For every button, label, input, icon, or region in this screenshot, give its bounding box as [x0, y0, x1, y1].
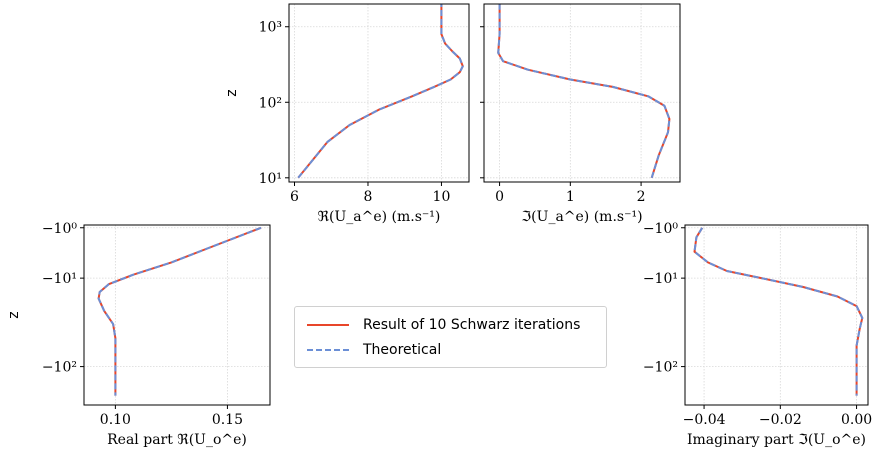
y-tick-label: −10¹: [42, 271, 77, 287]
x-axis-label: ℑ(U_a^e) (m.s⁻¹): [521, 209, 642, 225]
y-tick-label: −10⁰: [643, 221, 679, 237]
plot-frame: [288, 3, 470, 183]
result-series-line: [497, 4, 671, 179]
theoretical-series-line: [297, 4, 464, 179]
y-axis-label: z: [6, 311, 22, 318]
x-tick-label: 0.15: [212, 412, 243, 428]
x-tick-label: −0.04: [683, 412, 726, 428]
result-series-line: [97, 226, 262, 396]
x-tick-label: 10: [433, 189, 451, 205]
y-tick-label: −10²: [643, 360, 678, 376]
y-tick-label: 10¹: [259, 171, 282, 187]
x-axis-label: Imaginary part ℑ(U_o^e): [687, 432, 866, 448]
panel-3: 0.10 0.15 −10⁰ −10¹ −10² Real part ℜ(U_o^e) z: [6, 221, 271, 448]
x-tick-label: −0.02: [759, 412, 802, 428]
y-tick-label: −10¹: [643, 271, 678, 287]
y-tick-label: −10²: [42, 360, 77, 376]
panel-1: 6 8 10 10¹ 10² 10³ ℜ(U_a^e) (m.s⁻¹) z: [224, 3, 470, 225]
x-axis-label: ℜ(U_a^e) (m.s⁻¹): [318, 209, 441, 225]
plot-frame: [83, 224, 271, 406]
legend-label-result: Result of 10 Schwarz iterations: [363, 317, 581, 333]
panel-2: 0 1 2 ℑ(U_a^e) (m.s⁻¹): [480, 3, 681, 225]
y-tick-label: 10³: [259, 20, 282, 36]
x-tick-label: 0.00: [841, 412, 872, 428]
legend-label-theoretical: Theoretical: [363, 342, 442, 358]
legend-item-theoretical: Theoretical: [307, 340, 441, 360]
y-tick-label: −10⁰: [42, 221, 78, 237]
x-tick-label: 6: [290, 189, 299, 205]
x-tick-label: 2: [637, 189, 646, 205]
x-tick-label: 0: [495, 189, 504, 205]
result-series-line: [693, 227, 864, 396]
panel-4: −0.04 −0.02 0.00 −10⁰ −10¹ −10² Imaginary part…: [643, 221, 872, 448]
legend-item-result: Result of 10 Schwarz iterations: [307, 315, 580, 335]
legend-line-theoretical: [307, 349, 349, 351]
result-series-line: [297, 4, 464, 179]
x-tick-label: 8: [364, 189, 373, 205]
theoretical-series-line: [693, 227, 864, 396]
x-tick-label: 1: [566, 189, 575, 205]
y-tick-label: 10²: [259, 95, 282, 111]
plot-frame: [483, 3, 681, 183]
legend-line-result: [307, 324, 349, 326]
legend: Result of 10 Schwarz iterations Theoreti…: [294, 306, 607, 368]
x-axis-label: Real part ℜ(U_o^e): [107, 432, 247, 448]
y-axis-label: z: [224, 89, 240, 96]
theoretical-series-line: [497, 4, 671, 179]
theoretical-series-line: [97, 226, 262, 396]
plot-frame: [684, 224, 869, 406]
x-tick-label: 0.10: [100, 412, 131, 428]
